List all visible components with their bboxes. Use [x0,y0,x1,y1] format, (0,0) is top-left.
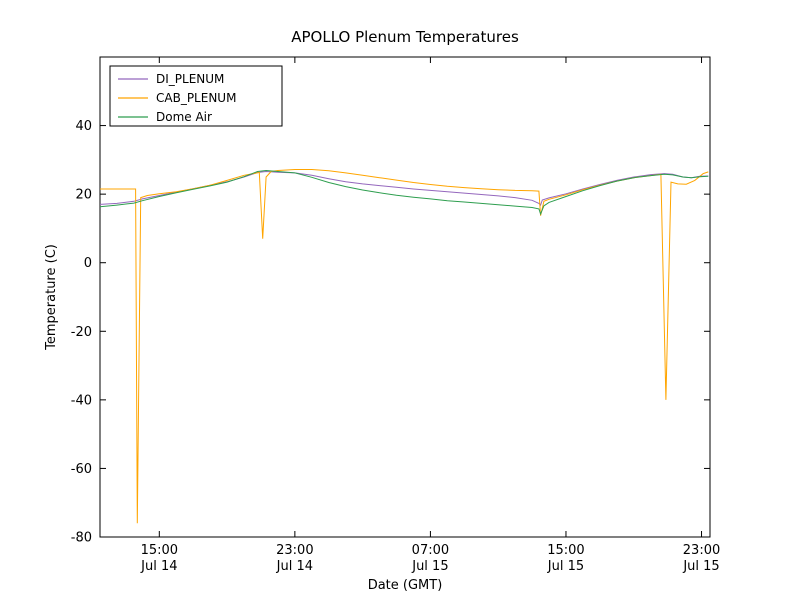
y-tick-label: -60 [71,462,92,477]
chart-title: APOLLO Plenum Temperatures [291,28,519,46]
x-tick-label: 15:00 Jul 14 [140,543,178,574]
series-line-di-plenum [100,170,709,207]
legend-label: Dome Air [156,110,212,124]
y-tick-label: -80 [71,531,92,546]
x-tick-label: 15:00 Jul 15 [547,543,585,574]
plot-border [99,56,711,538]
legend: DI_PLENUM CAB_PLENUM Dome Air [109,65,283,127]
legend-label: DI_PLENUM [156,72,224,86]
x-tick-label: 23:00 Jul 15 [682,543,720,574]
y-tick-label: -40 [71,393,92,408]
y-tick-label: 0 [84,256,92,271]
x-tick-label: 07:00 Jul 15 [411,543,449,574]
y-axis-label: Temperature (C) [44,244,59,351]
series-line-dome-air [100,169,709,216]
series-line-cab-plenum [100,169,709,524]
plot-area: -80 -60 -40 -20 0 20 40 15:00 Jul 14 23:00 Jul 14 0… [71,56,720,574]
y-tick-label: 40 [75,119,92,134]
legend-box [109,65,283,127]
x-axis-label: Date (GMT) [368,578,443,593]
y-tick-label: -20 [71,325,92,340]
y-tick-label: 20 [75,188,92,203]
x-tick-label: 23:00 Jul 14 [276,543,314,574]
legend-label: CAB_PLENUM [156,91,236,105]
